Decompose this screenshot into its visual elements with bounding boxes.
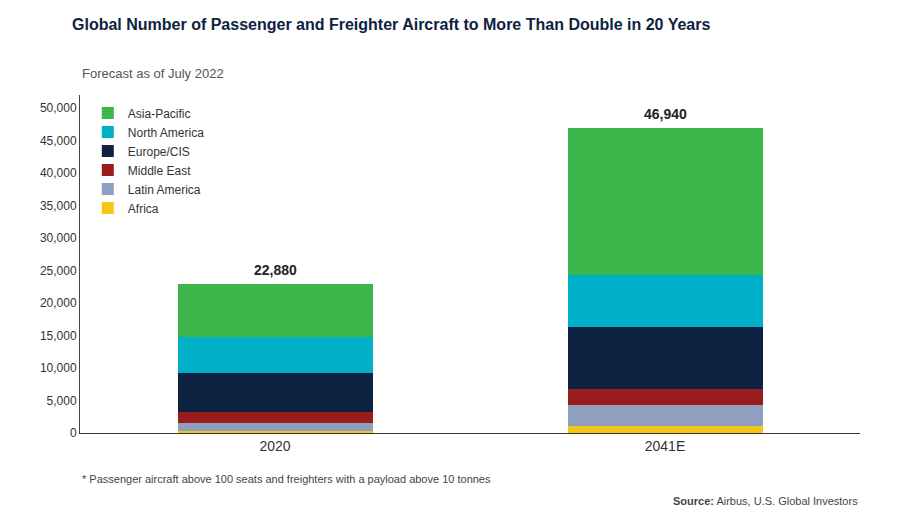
svg-text:22,880: 22,880 <box>254 262 297 278</box>
svg-text:0: 0 <box>70 426 77 440</box>
svg-text:Latin America: Latin America <box>128 183 201 197</box>
svg-text:2041E: 2041E <box>645 438 685 454</box>
svg-text:25,000: 25,000 <box>40 264 77 278</box>
svg-text:5,000: 5,000 <box>47 394 77 408</box>
svg-text:50,000: 50,000 <box>40 101 77 115</box>
svg-text:Forecast as of July 2022: Forecast as of July 2022 <box>82 66 224 81</box>
svg-text:Middle East: Middle East <box>128 164 191 178</box>
svg-text:North America: North America <box>128 126 204 140</box>
svg-text:Source: Airbus, U.S. Global In: Source: Airbus, U.S. Global Investors <box>673 495 858 507</box>
svg-text:45,000: 45,000 <box>40 134 77 148</box>
svg-text:40,000: 40,000 <box>40 166 77 180</box>
svg-text:15,000: 15,000 <box>40 329 77 343</box>
svg-text:Africa: Africa <box>128 202 159 216</box>
svg-text:35,000: 35,000 <box>40 199 77 213</box>
svg-text:Asia-Pacific: Asia-Pacific <box>128 107 191 121</box>
svg-text:Global Number of Passenger and: Global Number of Passenger and Freighter… <box>72 16 710 33</box>
svg-text:Europe/CIS: Europe/CIS <box>128 145 190 159</box>
svg-text:20,000: 20,000 <box>40 296 77 310</box>
svg-text:46,940: 46,940 <box>644 106 687 122</box>
svg-text:2020: 2020 <box>259 438 290 454</box>
svg-text:10,000: 10,000 <box>40 361 77 375</box>
svg-text:30,000: 30,000 <box>40 231 77 245</box>
svg-text:* Passenger aircraft above 100: * Passenger aircraft above 100 seats and… <box>82 473 491 485</box>
